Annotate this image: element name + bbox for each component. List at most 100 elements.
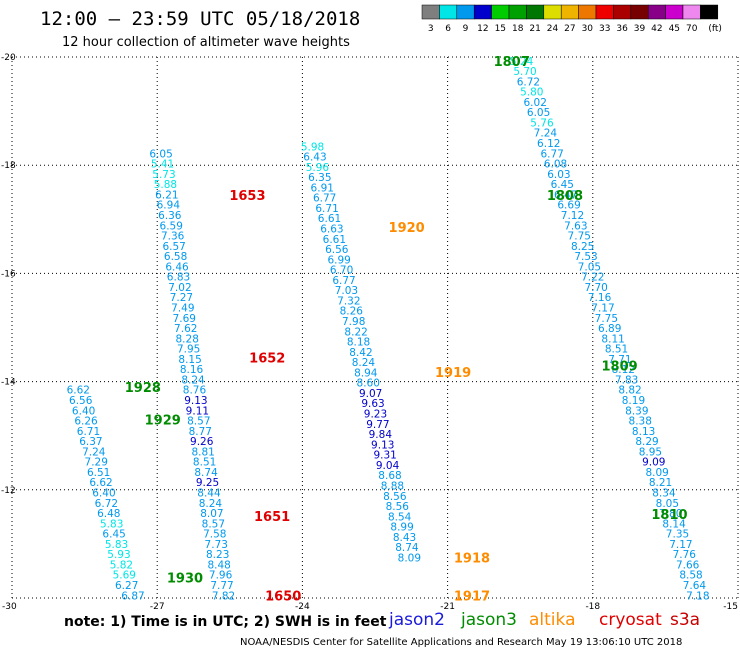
wave-height-value: 8.26 bbox=[340, 306, 364, 318]
wave-height-value: 9.04 bbox=[376, 460, 400, 472]
wave-height-value: 8.09 bbox=[645, 467, 668, 479]
colorbar-label: 42 bbox=[651, 24, 662, 34]
wave-height-value: 8.21 bbox=[649, 477, 672, 489]
colorbar-label: 45 bbox=[669, 24, 680, 34]
wave-height-value: 5.73 bbox=[152, 169, 175, 181]
y-tick-label: -16 bbox=[1, 269, 16, 279]
colorbar-swatch bbox=[473, 4, 492, 20]
wave-height-value: 7.16 bbox=[588, 292, 612, 304]
wave-height-value: 8.58 bbox=[679, 570, 702, 582]
colorbar-swatch bbox=[560, 4, 579, 20]
wave-height-value: 8.24 bbox=[352, 357, 376, 369]
satellite-legend-item: jason2 bbox=[388, 610, 445, 630]
wave-height-value: 8.24 bbox=[199, 498, 223, 510]
wave-height-value: 6.89 bbox=[598, 323, 621, 335]
wave-height-value: 7.82 bbox=[212, 590, 235, 602]
pass-time-label: 1929 bbox=[145, 413, 181, 428]
pass-time-label: 1807 bbox=[494, 55, 530, 70]
wave-height-value: 5.93 bbox=[107, 549, 130, 561]
wave-height-value: 8.42 bbox=[349, 347, 372, 359]
wave-height-value: 8.54 bbox=[388, 511, 412, 523]
wave-height-value: 7.03 bbox=[335, 285, 358, 297]
colorbar-swatch bbox=[439, 4, 458, 20]
wave-height-value: 7.17 bbox=[591, 302, 614, 314]
colorbar-swatch bbox=[682, 4, 701, 20]
wave-height-value: 6.05 bbox=[527, 107, 550, 119]
wave-height-value: 7.76 bbox=[673, 549, 697, 561]
wave-height-value: 7.62 bbox=[174, 323, 197, 335]
colorbar-label: 27 bbox=[564, 24, 575, 34]
wave-height-value: 6.40 bbox=[72, 405, 95, 417]
wave-height-value: 7.24 bbox=[534, 128, 558, 140]
colorbar-label: 12 bbox=[477, 24, 488, 34]
color-scale-legend: 3 6 9 12 15 18 21 24 27 30 33 36 39 42 45 70 (ft) bbox=[421, 4, 722, 34]
wave-height-value: 5.96 bbox=[306, 162, 330, 174]
wave-height-value: 7.53 bbox=[574, 251, 597, 263]
x-tick-label: -18 bbox=[585, 602, 600, 612]
wave-height-value: 6.70 bbox=[330, 265, 353, 277]
wave-height-value: 8.13 bbox=[632, 426, 655, 438]
wave-height-value: 5.83 bbox=[105, 539, 128, 551]
wave-height-value: 8.51 bbox=[193, 457, 216, 469]
x-tick-label: -27 bbox=[150, 602, 165, 612]
wave-height-value: 6.45 bbox=[102, 529, 125, 541]
wave-height-value: 5.76 bbox=[530, 117, 554, 129]
wave-height-value: 5.98 bbox=[301, 141, 324, 153]
pass-time-label: 1808 bbox=[547, 189, 583, 204]
wave-height-value: 5.69 bbox=[113, 570, 136, 582]
wave-height-value: 8.23 bbox=[206, 549, 229, 561]
wave-height-value: 8.95 bbox=[639, 446, 662, 458]
wave-height-value: 8.22 bbox=[344, 326, 367, 338]
wave-height-value: 8.60 bbox=[357, 378, 380, 390]
wave-height-value: 6.63 bbox=[320, 223, 343, 235]
colorbar-swatch bbox=[456, 4, 475, 20]
footer-text: NOAA/NESDIS Center for Satellite Applica… bbox=[240, 637, 682, 648]
wave-height-value: 7.29 bbox=[85, 457, 108, 469]
wave-height-value: 8.28 bbox=[176, 333, 199, 345]
wave-height-value: 7.71 bbox=[608, 354, 631, 366]
wave-height-value: 6.59 bbox=[160, 220, 183, 232]
wave-height-value: 7.18 bbox=[686, 590, 709, 602]
pass-time-label: 1651 bbox=[254, 510, 290, 525]
colorbar-label: 9 bbox=[463, 24, 469, 34]
wave-height-value: 8.57 bbox=[202, 518, 225, 530]
y-tick-label: -12 bbox=[1, 486, 16, 496]
wave-height-value: 6.71 bbox=[77, 426, 100, 438]
wave-height-value: 6.91 bbox=[311, 182, 334, 194]
wave-height-value: 6.83 bbox=[167, 272, 190, 284]
wave-height-value: 6.40 bbox=[92, 488, 115, 500]
chart-axes: -30 -27 -24 -21 -18 -15 -12 -14 -16 -18 -20 bbox=[1, 53, 738, 612]
colorbar-swatch bbox=[508, 4, 527, 20]
y-tick-label: -20 bbox=[1, 53, 16, 63]
wave-height-value: 5.70 bbox=[513, 66, 536, 78]
wave-height-value: 7.66 bbox=[676, 559, 700, 571]
wave-height-value: 8.76 bbox=[183, 385, 207, 397]
colorbar-label: 18 bbox=[512, 24, 524, 34]
colorbar-swatch bbox=[421, 4, 440, 20]
wave-height-value: 6.12 bbox=[537, 138, 560, 150]
x-tick-label: -21 bbox=[440, 602, 455, 612]
wave-height-value: 6.02 bbox=[524, 97, 547, 109]
wave-height-value: 8.12 bbox=[612, 364, 635, 376]
colorbar-swatch bbox=[526, 4, 545, 20]
pass-time-label: 1930 bbox=[167, 571, 203, 586]
wave-height-value: 6.72 bbox=[517, 76, 540, 88]
wave-height-value: 5.82 bbox=[110, 559, 133, 571]
wave-height-value: 8.68 bbox=[378, 470, 401, 482]
wave-height-value: 8.24 bbox=[181, 374, 205, 386]
wave-height-value: 9.25 bbox=[196, 477, 219, 489]
wave-height-value: 8.18 bbox=[347, 337, 370, 349]
y-tick-label: -14 bbox=[1, 378, 16, 388]
colorbar-label: 33 bbox=[599, 24, 610, 34]
pass-time-label: 1653 bbox=[229, 189, 265, 204]
wave-height-value: 8.05 bbox=[656, 498, 679, 510]
wave-height-value: 8.77 bbox=[189, 426, 212, 438]
wave-height-value: 6.77 bbox=[313, 193, 336, 205]
wave-height-value: 5.80 bbox=[520, 87, 543, 99]
wave-height-value: 9.63 bbox=[361, 398, 384, 410]
wave-height-value: 8.88 bbox=[381, 480, 404, 492]
wave-height-value: 6.03 bbox=[547, 169, 570, 181]
wave-height-value: 8.44 bbox=[197, 488, 221, 500]
wave-height-value: 8.19 bbox=[622, 395, 645, 407]
